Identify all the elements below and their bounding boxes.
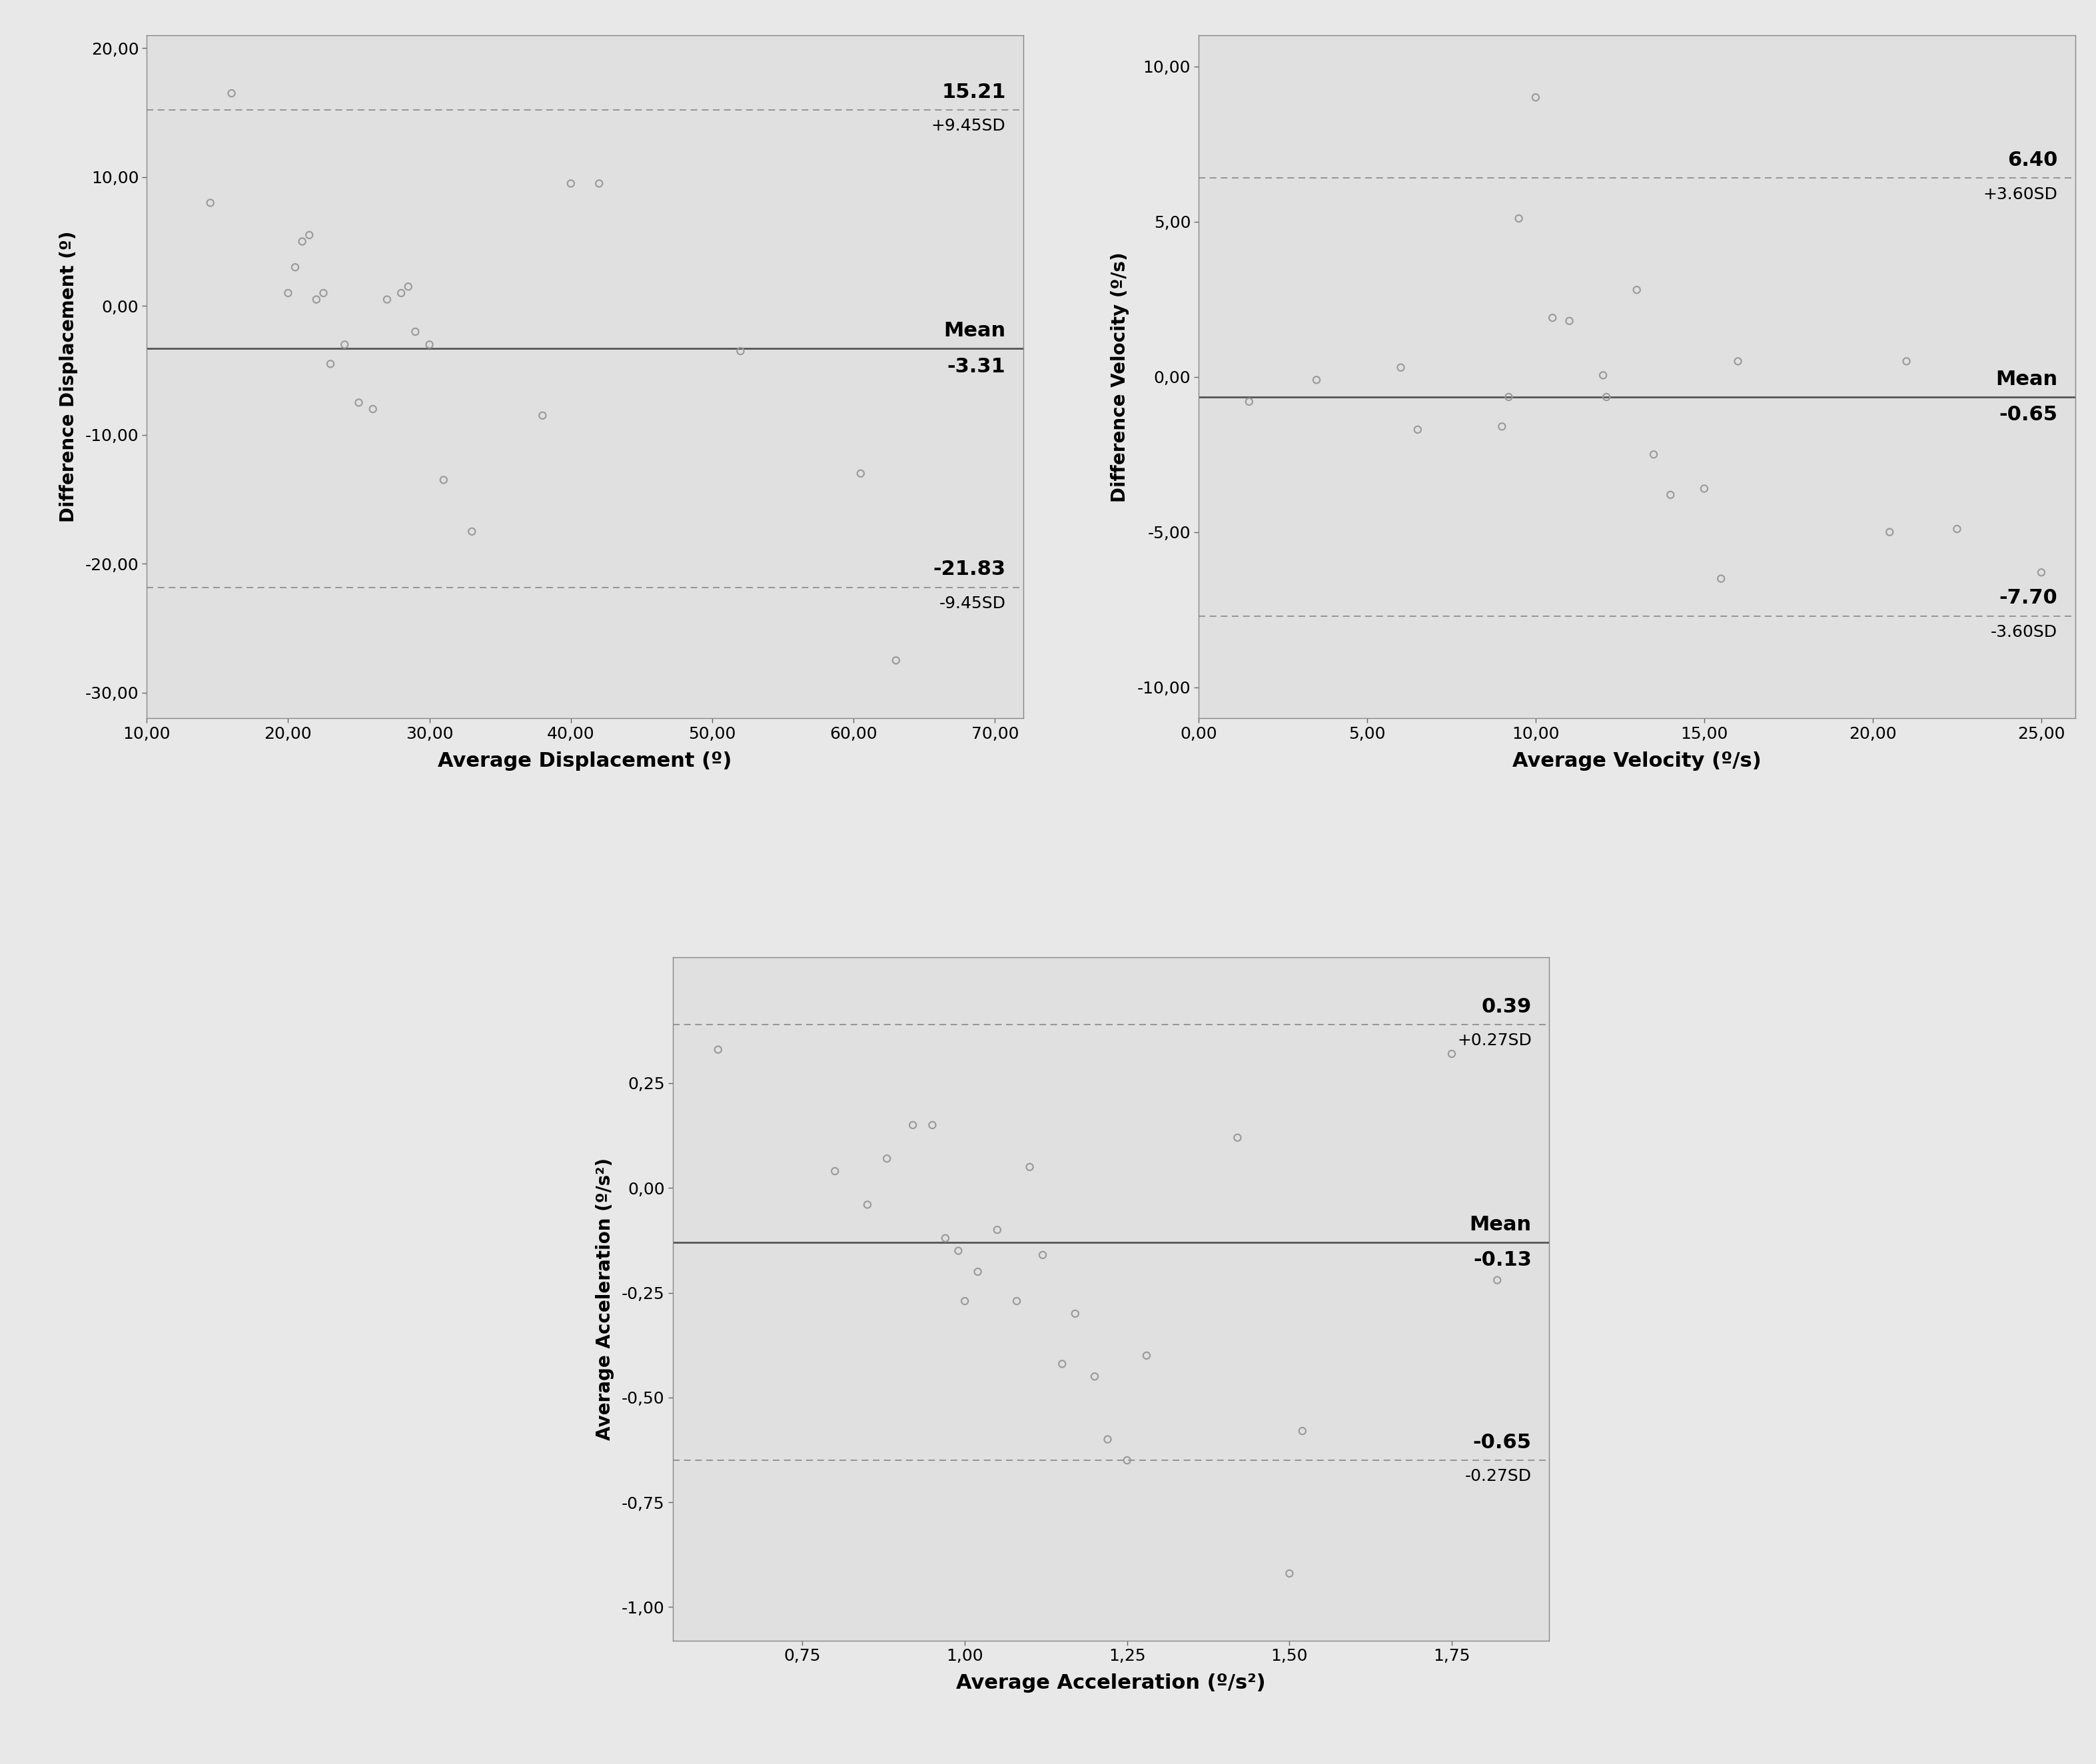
Point [981,1215,1014,1244]
Point [413,330,446,358]
Point [1400,416,1434,445]
Y-axis label: Average Acceleration (º/s²): Average Acceleration (º/s²) [595,1157,614,1439]
Point [526,402,560,430]
Point [1111,1446,1144,1475]
Point [1486,413,1520,441]
Point [1025,1240,1058,1268]
Point [947,1288,981,1316]
Point [300,286,333,314]
Point [878,646,912,674]
Point [398,318,432,346]
Point [1874,519,1907,547]
Point [1587,362,1620,390]
Point [1721,348,1754,376]
Point [1553,307,1587,335]
Point [897,1111,931,1140]
Point [1492,383,1526,411]
Point [960,1258,994,1286]
Text: -0.65: -0.65 [2000,406,2058,425]
Point [941,1237,975,1265]
Point [270,279,304,307]
Y-axis label: Difference Velocity (º/s): Difference Velocity (º/s) [1111,252,1130,503]
Point [702,1035,736,1064]
Point [1654,482,1687,510]
Point [1480,1267,1513,1295]
Text: -9.45SD: -9.45SD [939,596,1006,612]
Point [583,169,616,198]
Point [1687,475,1721,503]
Text: +3.60SD: +3.60SD [1983,187,2058,203]
Point [1000,1288,1033,1316]
Point [327,330,361,358]
Text: Mean: Mean [943,321,1006,340]
Text: -7.70: -7.70 [2000,589,2058,609]
Point [214,79,247,108]
Y-axis label: Difference Displacement (º): Difference Displacement (º) [59,231,78,522]
Text: Mean: Mean [1469,1215,1532,1235]
Point [851,1191,885,1219]
Point [384,279,417,307]
Point [1891,348,1924,376]
Point [1704,564,1738,593]
Point [1232,388,1266,416]
Point [1272,1559,1306,1588]
Point [306,279,340,307]
Point [1220,1124,1253,1152]
Text: 6.40: 6.40 [2008,150,2058,169]
Point [916,1111,949,1140]
Point [817,1157,851,1185]
Point [1130,1341,1163,1369]
Point [371,286,405,314]
Point [929,1224,962,1252]
Point [1637,441,1671,469]
Text: -3.31: -3.31 [947,356,1006,376]
Point [1503,205,1536,233]
Point [1090,1425,1123,1454]
Point [392,272,425,300]
Point [870,1145,903,1173]
Point [293,220,327,249]
Point [1589,383,1622,411]
Point [845,459,878,487]
Point [1300,365,1333,393]
Text: +9.45SD: +9.45SD [931,118,1006,134]
Point [1383,353,1417,381]
Text: +0.27SD: +0.27SD [1457,1032,1532,1048]
Text: -0.27SD: -0.27SD [1465,1468,1532,1485]
Point [193,189,226,217]
Point [1058,1300,1092,1328]
Text: 15.21: 15.21 [941,83,1006,102]
Text: 0.39: 0.39 [1482,997,1532,1016]
Point [342,388,375,416]
Point [1046,1349,1079,1378]
Point [428,466,461,494]
Point [1520,83,1553,111]
Point [285,228,319,256]
Text: -0.65: -0.65 [1473,1432,1532,1452]
Point [553,169,587,198]
Point [1077,1362,1111,1390]
Point [1536,303,1570,332]
Point [279,254,312,282]
Point [356,395,390,423]
Point [314,349,348,377]
Text: -0.13: -0.13 [1473,1251,1532,1270]
Point [1620,275,1654,303]
Point [2025,559,2058,587]
Point [1012,1154,1046,1182]
Point [1436,1039,1469,1067]
Text: -3.60SD: -3.60SD [1991,624,2058,640]
Text: Mean: Mean [1995,369,2058,388]
X-axis label: Average Velocity (º/s): Average Velocity (º/s) [1513,751,1761,771]
Text: -21.83: -21.83 [933,559,1006,579]
X-axis label: Average Displacement (º): Average Displacement (º) [438,751,732,771]
Point [455,517,488,545]
Point [1285,1416,1318,1445]
X-axis label: Average Acceleration (º/s²): Average Acceleration (º/s²) [956,1674,1266,1693]
Point [1941,515,1974,543]
Point [723,337,757,365]
